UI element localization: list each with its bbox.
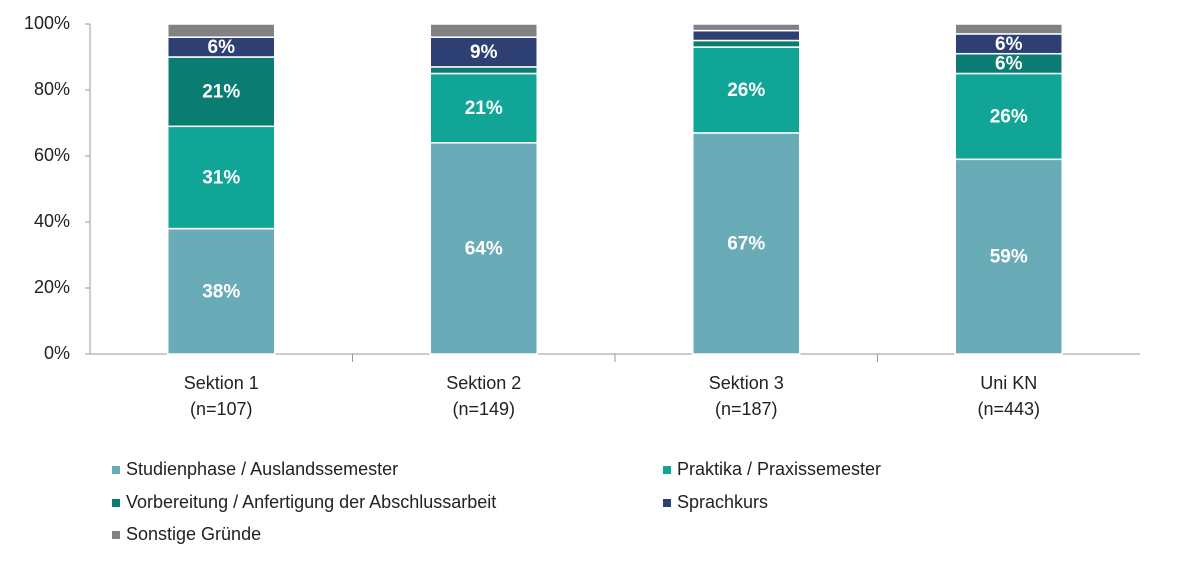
bar-segment (692, 23, 801, 32)
bar-segment (429, 66, 538, 75)
y-tick-label: 40% (34, 211, 70, 231)
data-label: 26% (727, 80, 765, 101)
data-label: 64% (465, 238, 503, 259)
bar-segment (167, 125, 276, 230)
bar-segment (429, 36, 538, 68)
bar-segment (429, 23, 538, 38)
data-label: 59% (990, 247, 1028, 268)
x-tick-sublabel: (n=107) (190, 399, 253, 419)
x-tick-sublabel: (n=187) (715, 399, 778, 419)
x-tick-label: Sektion 1 (184, 373, 259, 393)
bar-segment (692, 132, 801, 355)
bar-segment (692, 39, 801, 48)
data-label: 21% (202, 82, 240, 103)
x-tick-label: Sektion 2 (446, 373, 521, 393)
legend-label: Sonstige Gründe (126, 524, 261, 544)
bar-segment (692, 29, 801, 42)
bar-segment (692, 46, 801, 134)
data-label: 67% (727, 233, 765, 254)
data-label: 6% (995, 34, 1023, 55)
bar-segment (429, 72, 538, 144)
y-tick-label: 20% (34, 277, 70, 297)
y-tick-label: 0% (44, 343, 70, 363)
x-tick-sublabel: (n=443) (977, 399, 1040, 419)
data-label: 26% (990, 106, 1028, 127)
legend-label: Studienphase / Auslandssemester (126, 459, 398, 479)
legend-label: Sprachkurs (677, 492, 768, 512)
bar-segment (167, 227, 276, 355)
bar-segment (954, 72, 1063, 161)
data-label: 9% (470, 42, 498, 63)
data-label: 6% (208, 37, 236, 58)
legend-swatch (663, 499, 671, 507)
data-label: 38% (202, 281, 240, 302)
bar-segment (954, 158, 1063, 355)
legend-swatch (112, 466, 120, 474)
legend-swatch (663, 466, 671, 474)
bar-segment (954, 23, 1063, 35)
y-tick-label: 80% (34, 79, 70, 99)
x-tick-label: Sektion 3 (709, 373, 784, 393)
x-tick-label: Uni KN (980, 373, 1037, 393)
bar-segment (167, 23, 276, 38)
legend-label: Praktika / Praxissemester (677, 459, 881, 479)
legend-label: Vorbereitung / Anfertigung der Abschluss… (126, 492, 496, 512)
x-tick-sublabel: (n=149) (452, 399, 515, 419)
data-label: 6% (995, 54, 1023, 75)
data-label: 21% (465, 98, 503, 119)
bar-segment (429, 142, 538, 355)
data-label: 31% (202, 167, 240, 188)
legend-swatch (112, 531, 120, 539)
bar-segment (167, 56, 276, 128)
y-tick-label: 100% (24, 13, 70, 33)
y-tick-label: 60% (34, 145, 70, 165)
legend-swatch (112, 499, 120, 507)
